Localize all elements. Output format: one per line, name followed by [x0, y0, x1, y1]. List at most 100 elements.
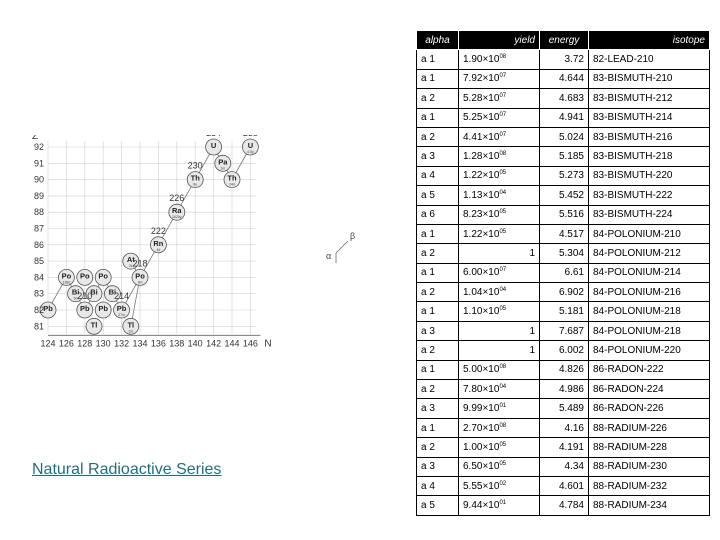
table-row: a 3 6.50×1005 4.34 88-RADIUM-230 — [416, 456, 710, 477]
table-row: a 1 5.00×1008 4.826 86-RADON-222 — [416, 359, 710, 381]
table-row: a 3 1.28×1008 5.185 83-BISMUTH-218 — [416, 146, 710, 167]
cell-alpha: a 1 — [416, 107, 459, 128]
slide-caption[interactable]: Natural Radioactive Series — [32, 461, 222, 478]
cell-isotope: 82-LEAD-210 — [588, 49, 710, 70]
cell-energy: 6.902 — [539, 282, 589, 303]
yield-exponent: 05 — [499, 441, 507, 448]
nuclide-half-life: 4d — [156, 248, 160, 252]
cell-isotope: 83-BISMUTH-216 — [588, 126, 710, 148]
cell-energy: 7.687 — [539, 320, 589, 342]
nuclide-half-life: 4.5y — [247, 150, 254, 154]
cell-isotope: 88-RADIUM-232 — [588, 475, 710, 497]
nuclide-half-life: 1m — [220, 166, 225, 170]
yield-exponent: 07 — [499, 73, 507, 80]
mass-number-label: 210 — [77, 291, 92, 301]
cell-yield: 1 — [458, 320, 540, 342]
nuclide-circle — [94, 268, 112, 286]
table-row: a 2 4.41×1007 5.024 83-BISMUTH-216 — [416, 126, 710, 148]
cell-alpha: a 1 — [416, 49, 459, 70]
nuclide-circle — [241, 138, 259, 156]
table-row: a 1 1.22×1005 4.517 84-POLONIUM-210 — [416, 223, 710, 245]
nuclide-nodes: U4.5yTh24dPa1mUTh8yRa1620yRn4dPo3mAt2sPb… — [39, 138, 259, 335]
yield-exponent: 04 — [499, 383, 507, 390]
yield-exponent: 01 — [499, 500, 507, 507]
cell-alpha: a 5 — [416, 185, 459, 206]
nuclide-circle — [122, 252, 140, 270]
cell-alpha: a 1 — [416, 262, 459, 284]
cell-energy: 4.16 — [539, 417, 589, 439]
cell-yield: 1.22×1005 — [458, 223, 540, 245]
mass-number-label: 218 — [132, 258, 147, 268]
n-tick-label: 124 — [40, 338, 55, 348]
cell-isotope: 84-POLONIUM-216 — [588, 282, 710, 303]
cell-alpha: a 3 — [416, 456, 459, 477]
cell-yield: 9.99×1001 — [458, 398, 540, 419]
table-row: a 1 5.25×1007 4.941 83-BISMUTH-214 — [416, 107, 710, 128]
cell-alpha: a 4 — [416, 475, 459, 497]
table-row: a 1 7.92×1007 4.644 83-BISMUTH-210 — [416, 68, 710, 90]
decay-chain-diagram: U4.5yTh24dPa1mUTh8yRa1620yRn4dPo3mAt2sPb… — [32, 135, 355, 349]
nuclide-circle — [168, 203, 186, 221]
nuclide-symbol: Po — [135, 271, 145, 280]
cell-isotope: 86-RADON-226 — [588, 398, 710, 419]
nuclide-circle — [76, 268, 94, 286]
cell-isotope: 83-BISMUTH-210 — [588, 68, 710, 90]
nuclide-circle — [67, 285, 84, 303]
cell-energy: 4.601 — [539, 475, 589, 497]
nuclide-symbol: Po — [62, 271, 72, 280]
table-row: a 2 7.80×1004 4.986 86-RADON-224 — [416, 379, 710, 400]
nuclide-half-life: 3m — [138, 280, 143, 284]
z-axis-label: Z — [32, 135, 38, 142]
n-tick-label: 132 — [114, 338, 129, 348]
cell-yield: 1.28×1008 — [458, 146, 540, 167]
z-tick-label: 86 — [34, 240, 44, 250]
yield-exponent: 08 — [499, 151, 507, 158]
table-row: a 4 1.22×1005 5.273 83-BISMUTH-220 — [416, 165, 710, 187]
n-tick-label: 134 — [132, 338, 147, 348]
nuclide-half-life: 1620y — [172, 215, 182, 219]
cell-energy: 4.784 — [539, 495, 589, 516]
cell-energy: 5.516 — [539, 204, 589, 225]
nuclide-circle — [131, 268, 149, 286]
yield-exponent: 05 — [499, 228, 507, 235]
cell-isotope: 88-RADIUM-228 — [588, 437, 710, 458]
mass-number-label: 214 — [114, 291, 129, 301]
z-tick-label: 84 — [34, 272, 44, 282]
nuclide-symbol: Pa — [218, 157, 228, 166]
cell-energy: 5.181 — [539, 301, 589, 322]
cell-yield: 8.23×1005 — [458, 204, 540, 225]
cell-energy: 6.61 — [539, 262, 589, 284]
nuclide-circle — [122, 317, 140, 335]
header-yield: yield — [458, 29, 540, 51]
cell-yield: 7.80×1004 — [458, 379, 540, 400]
nuclide-symbol: Th — [191, 174, 201, 183]
n-tick-label: 144 — [224, 338, 239, 348]
n-axis-label: N — [264, 338, 271, 349]
cell-isotope: 83-BISMUTH-220 — [588, 165, 710, 187]
n-tick-label: 130 — [96, 338, 111, 348]
cell-energy: 5.185 — [539, 146, 589, 167]
nuclide-half-life: 8y — [193, 183, 197, 187]
nuclide-symbol: Rn — [153, 239, 163, 248]
cell-energy: 5.489 — [539, 398, 589, 419]
cell-isotope: 88-RADIUM-234 — [588, 495, 710, 516]
z-tick-label: 81 — [34, 321, 44, 331]
cell-isotope: 86-RADON-222 — [588, 359, 710, 381]
cell-isotope: 84-POLONIUM-218 — [588, 301, 710, 322]
header-isotope: isotope — [588, 29, 710, 51]
header-energy: energy — [539, 29, 589, 51]
n-tick-label: 146 — [243, 338, 258, 348]
nuclide-circle — [149, 236, 167, 254]
table-row: a 4 5.55×1002 4.601 88-RADIUM-232 — [416, 475, 710, 497]
nuclide-symbol: Pb — [117, 304, 127, 313]
cell-energy: 4.986 — [539, 379, 589, 400]
table-row: a 2 5.28×1007 4.683 83-BISMUTH-212 — [416, 88, 710, 109]
cell-isotope: 83-BISMUTH-218 — [588, 146, 710, 167]
cell-alpha: a 1 — [416, 223, 459, 245]
table-row: a 3 9.99×1001 5.489 86-RADON-226 — [416, 398, 710, 419]
mass-number-label: 222 — [151, 226, 166, 236]
nuclide-half-life: 138d — [63, 280, 71, 284]
n-tick-label: 136 — [151, 338, 166, 348]
cell-yield: 1 — [458, 340, 540, 361]
